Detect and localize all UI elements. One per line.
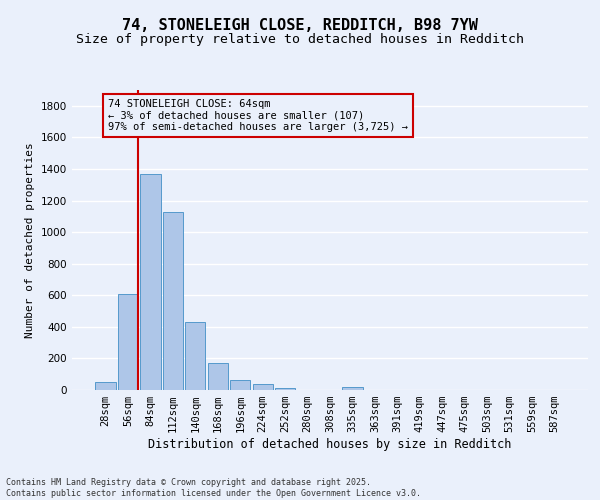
Bar [118,294,138,390]
Text: Size of property relative to detached houses in Redditch: Size of property relative to detached ho… [76,32,524,46]
Text: Contains HM Land Registry data © Crown copyright and database right 2025.
Contai: Contains HM Land Registry data © Crown c… [6,478,421,498]
Bar [185,322,205,390]
Bar [343,387,362,390]
Y-axis label: Number of detached properties: Number of detached properties [25,142,35,338]
Bar [95,382,116,390]
Text: 74, STONELEIGH CLOSE, REDDITCH, B98 7YW: 74, STONELEIGH CLOSE, REDDITCH, B98 7YW [122,18,478,32]
Bar [163,212,183,390]
Bar [230,380,250,390]
Bar [253,384,273,390]
Bar [208,363,228,390]
X-axis label: Distribution of detached houses by size in Redditch: Distribution of detached houses by size … [148,438,512,451]
Text: 74 STONELEIGH CLOSE: 64sqm
← 3% of detached houses are smaller (107)
97% of semi: 74 STONELEIGH CLOSE: 64sqm ← 3% of detac… [108,99,408,132]
Bar [275,388,295,390]
Bar [140,174,161,390]
